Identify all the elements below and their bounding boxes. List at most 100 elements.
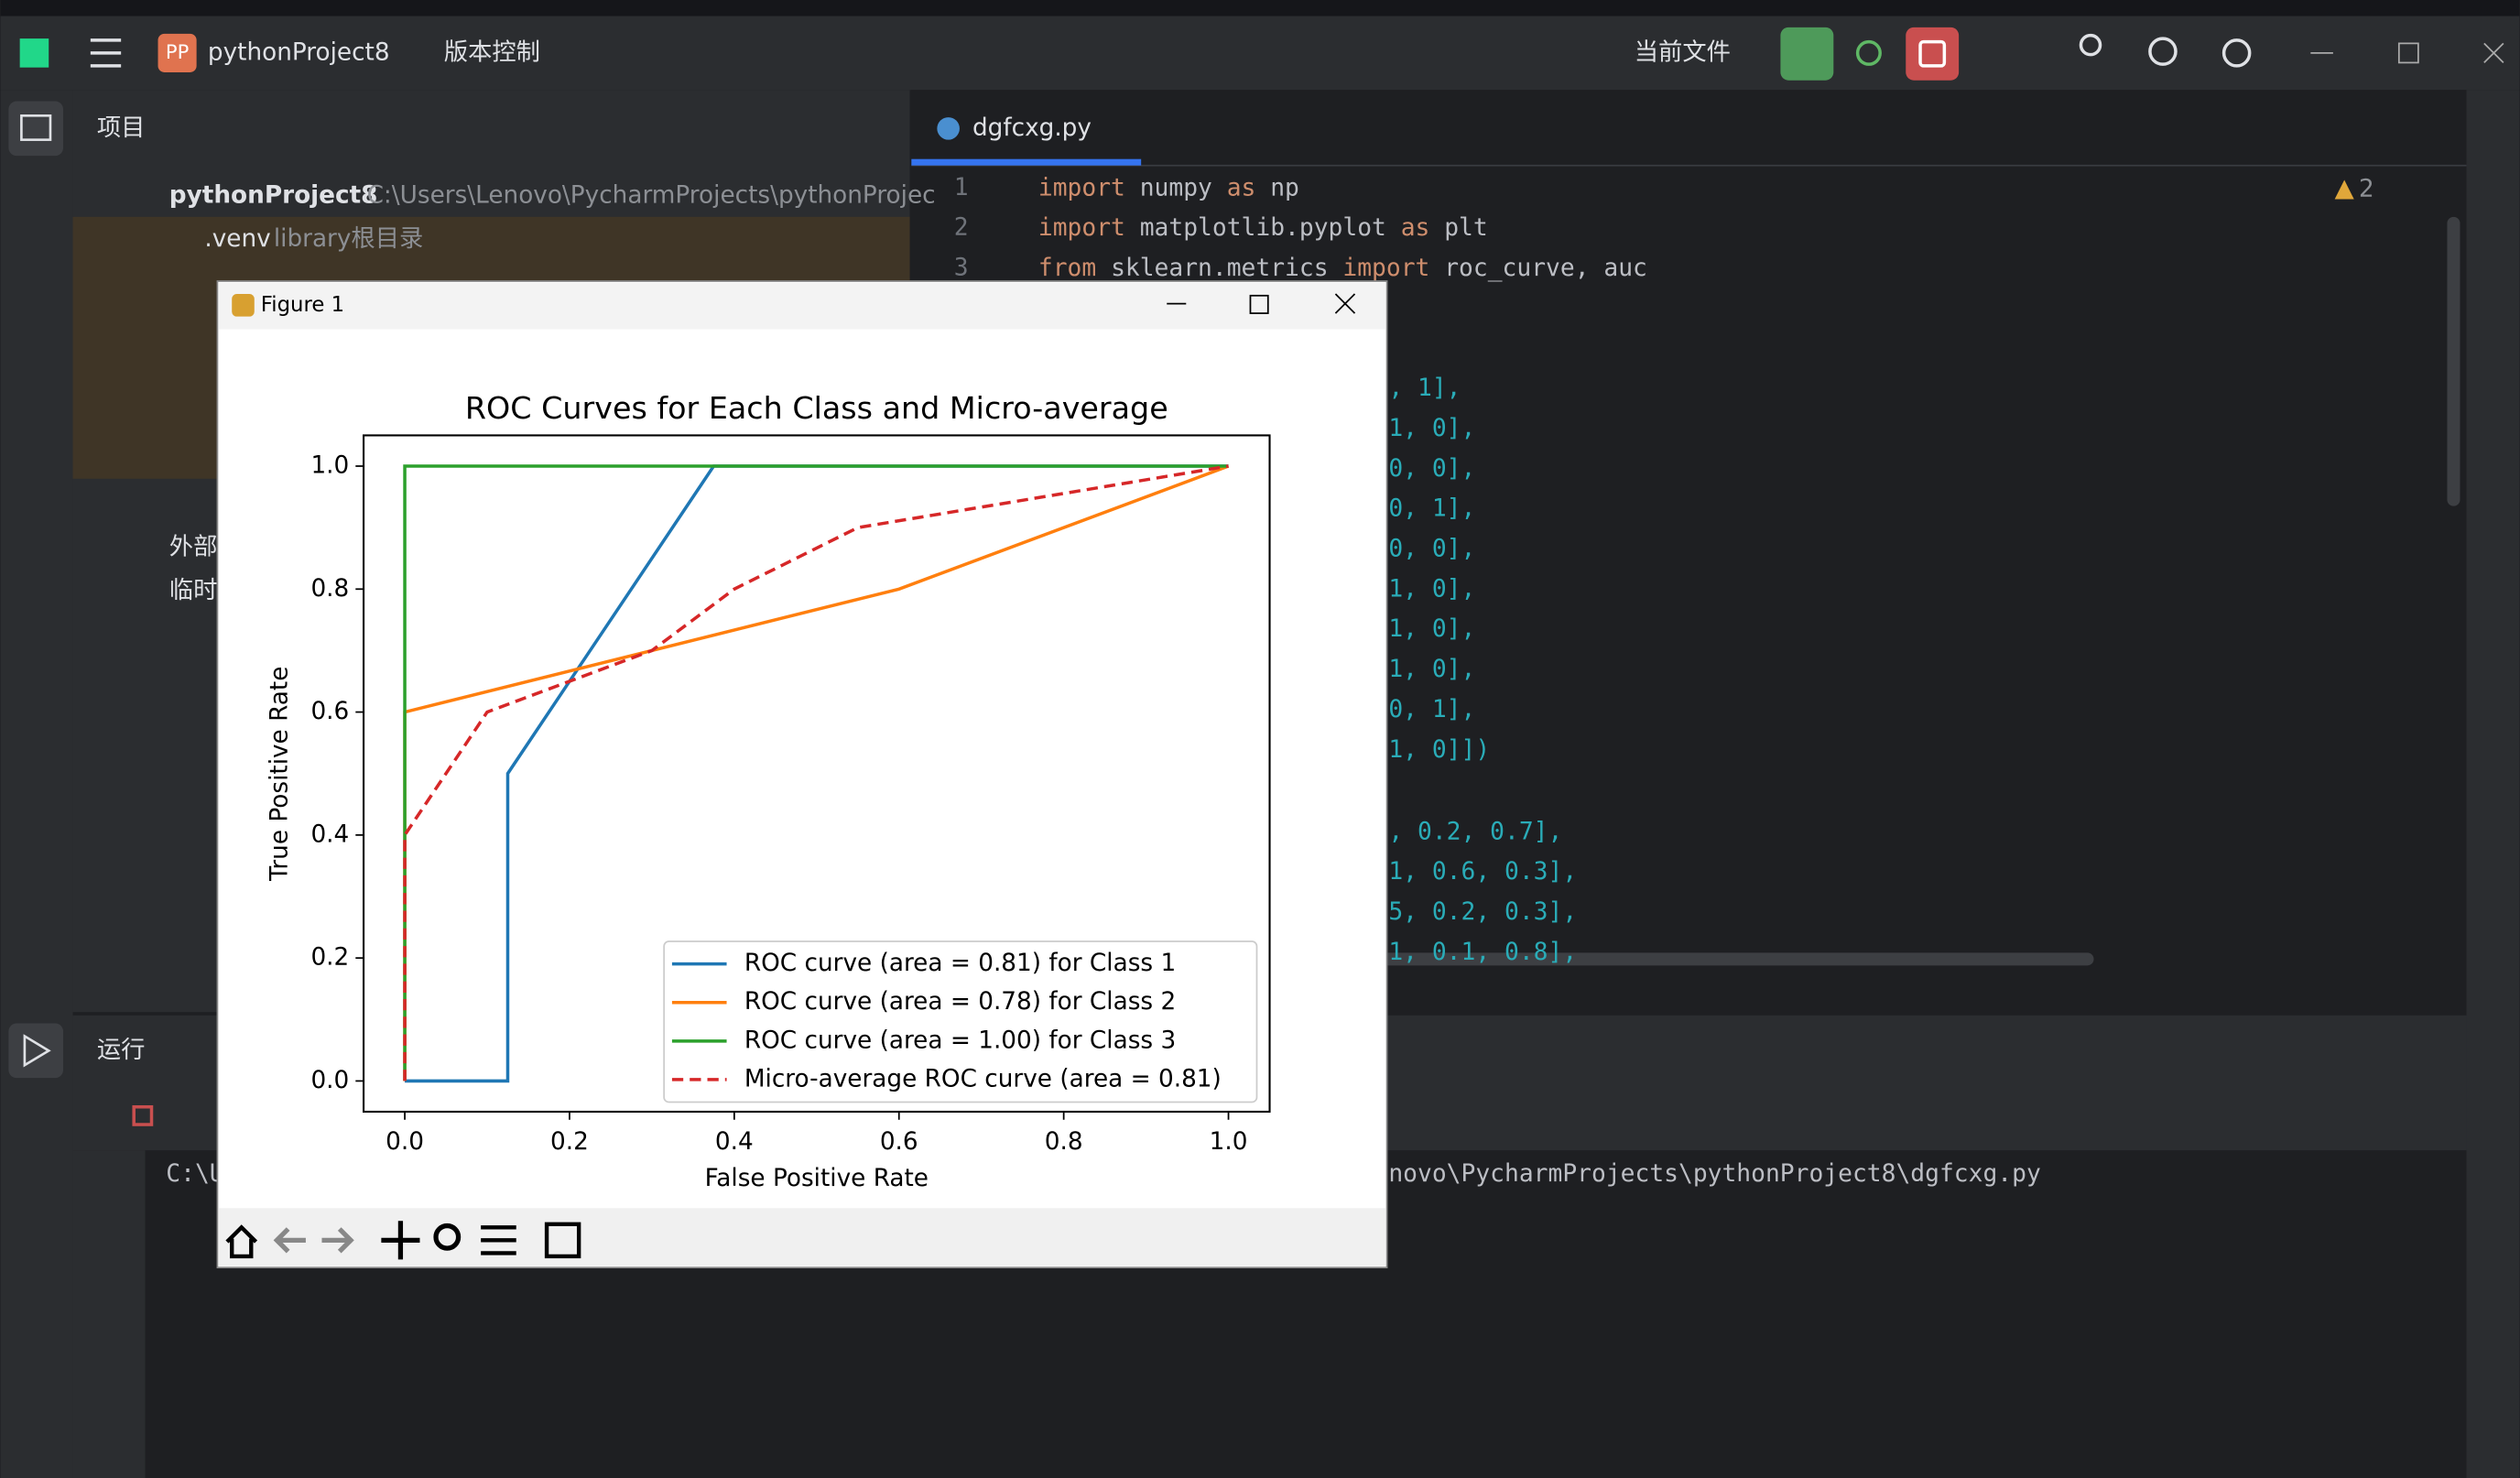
app-logo bbox=[19, 38, 49, 68]
run-icon bbox=[23, 1034, 51, 1068]
code-token: from bbox=[1038, 254, 1096, 281]
account-button[interactable] bbox=[2079, 33, 2102, 57]
forward-button[interactable] bbox=[321, 1227, 354, 1254]
tab-bar bbox=[911, 90, 2467, 166]
code-token: as bbox=[1227, 174, 1256, 201]
code-token: as bbox=[1401, 214, 1430, 242]
x-tick-label: 0.8 bbox=[1045, 1128, 1083, 1156]
right-strip bbox=[2466, 90, 2520, 1478]
h-scrollbar[interactable] bbox=[1382, 952, 2094, 966]
code-fragment: , 1], bbox=[1388, 375, 1461, 402]
run-tab[interactable]: 运行 bbox=[97, 1037, 146, 1064]
window-title: Figure 1 bbox=[261, 293, 344, 317]
x-tick-label: 0.4 bbox=[715, 1128, 754, 1156]
code-fragment: 1, 0], bbox=[1388, 615, 1475, 643]
pan-button[interactable] bbox=[381, 1221, 420, 1260]
x-tick-label: 0.6 bbox=[880, 1128, 918, 1156]
code-fragment: 1, 0]]) bbox=[1388, 736, 1490, 764]
win-close[interactable] bbox=[1334, 293, 1356, 314]
editor-tab[interactable]: dgfcxg.py bbox=[972, 114, 1092, 142]
code-fragment: 1, 0], bbox=[1388, 656, 1475, 683]
code-token: sklearn.metrics bbox=[1096, 254, 1342, 281]
search-button[interactable] bbox=[2148, 37, 2178, 66]
debug-button[interactable] bbox=[1855, 39, 1882, 66]
save-button[interactable] bbox=[544, 1222, 581, 1259]
project-badge bbox=[158, 33, 197, 72]
chart-title: ROC Curves for Each Class and Micro-aver… bbox=[465, 390, 1168, 426]
win-maximize[interactable] bbox=[1249, 294, 1269, 314]
warning-icon bbox=[2334, 179, 2354, 200]
code-token: import bbox=[1342, 254, 1429, 281]
active-tab-underline bbox=[911, 158, 1142, 166]
code-line: from sklearn.metrics import roc_curve, a… bbox=[1038, 254, 1647, 281]
y-axis-label: True Positive Rate bbox=[266, 667, 293, 882]
code-fragment: 0, 1], bbox=[1388, 696, 1475, 723]
desktop-strip bbox=[0, 0, 2520, 16]
legend-label: Micro-average ROC curve (area = 0.81) bbox=[744, 1065, 1222, 1092]
window-titlebar bbox=[219, 282, 1385, 330]
tree-venv[interactable]: .venv bbox=[204, 225, 270, 253]
legend-label: ROC curve (area = 0.81) for Class 1 bbox=[744, 950, 1176, 977]
console-tools bbox=[72, 1150, 146, 1478]
code-token: matplotlib.pyplot bbox=[1125, 214, 1401, 242]
run-tool[interactable] bbox=[8, 1023, 64, 1079]
project-menu[interactable]: pythonProject8 bbox=[208, 38, 390, 66]
code-fragment: 0, 0], bbox=[1388, 455, 1475, 483]
run-button[interactable] bbox=[1780, 27, 1834, 81]
close[interactable] bbox=[2483, 42, 2504, 64]
y-tick-label: 0.8 bbox=[310, 575, 349, 603]
tree-external[interactable]: 外部 bbox=[169, 534, 218, 561]
code-token: import bbox=[1038, 214, 1125, 242]
code-fragment: 5, 0.2, 0.3], bbox=[1388, 898, 1577, 926]
tree-root[interactable]: pythonProject8 bbox=[169, 182, 378, 210]
configure-button[interactable] bbox=[481, 1225, 516, 1255]
project-tool[interactable] bbox=[8, 101, 64, 157]
warning-count[interactable]: 2 bbox=[2359, 176, 2374, 203]
legend-label: ROC curve (area = 0.78) for Class 2 bbox=[744, 988, 1176, 1016]
tree-venv-note: library根目录 bbox=[274, 225, 423, 253]
window-icon bbox=[232, 294, 255, 317]
code-fragment: 0, 1], bbox=[1388, 495, 1475, 523]
code-fragment: , 0.2, 0.7], bbox=[1388, 818, 1562, 845]
code-token: import bbox=[1038, 174, 1125, 201]
folder-icon bbox=[20, 114, 52, 141]
x-tick-label: 0.2 bbox=[550, 1128, 589, 1156]
y-tick-label: 0.4 bbox=[310, 821, 349, 848]
stop-icon bbox=[1918, 39, 1947, 68]
y-tick-label: 1.0 bbox=[310, 452, 349, 480]
zoom-button[interactable] bbox=[433, 1223, 462, 1251]
code-token: np bbox=[1255, 174, 1298, 201]
code-fragment: 1, 0.1, 0.8], bbox=[1388, 939, 1577, 966]
tree-scratch[interactable]: 临时 bbox=[169, 577, 218, 604]
home-button[interactable] bbox=[225, 1224, 258, 1259]
console-stop[interactable] bbox=[132, 1104, 154, 1126]
panel-title: 项目 bbox=[97, 114, 146, 142]
code-token: numpy bbox=[1125, 174, 1227, 201]
window-frame bbox=[216, 280, 1388, 1269]
chart: ROC Curves for Each Class and Micro-aver… bbox=[266, 390, 1271, 1192]
scrollbar[interactable] bbox=[2447, 216, 2460, 506]
menu-button[interactable] bbox=[90, 38, 122, 68]
run-config[interactable]: 当前文件 bbox=[1635, 38, 1731, 66]
plot-frame bbox=[363, 434, 1271, 1114]
x-tick-label: 0.0 bbox=[386, 1128, 424, 1156]
python-icon bbox=[937, 117, 960, 140]
x-tick-label: 1.0 bbox=[1210, 1128, 1248, 1156]
y-tick-label: 0.2 bbox=[310, 944, 349, 972]
vcs-menu[interactable]: 版本控制 bbox=[444, 38, 540, 66]
series-line bbox=[403, 464, 1229, 1081]
legend-label: ROC curve (area = 1.00) for Class 3 bbox=[744, 1027, 1176, 1054]
line-number: 3 bbox=[954, 254, 969, 281]
settings-button[interactable] bbox=[2221, 38, 2252, 68]
line-number: 1 bbox=[954, 174, 969, 201]
badge-text: PP bbox=[166, 40, 189, 63]
code-token: roc_curve, auc bbox=[1429, 254, 1646, 281]
tree-root-path: C:\Users\Lenovo\PycharmProjects\pythonPr… bbox=[367, 182, 936, 210]
stop-button[interactable] bbox=[1906, 27, 1960, 81]
figure-window: Figure 1 ROC Curves for Each Class and M… bbox=[216, 280, 1388, 1269]
title-bar bbox=[0, 16, 2520, 91]
console-line-right: novo\PycharmProjects\pythonProject8\dgfc… bbox=[1388, 1160, 2040, 1188]
maximize[interactable] bbox=[2397, 42, 2419, 64]
back-button[interactable] bbox=[273, 1227, 306, 1254]
